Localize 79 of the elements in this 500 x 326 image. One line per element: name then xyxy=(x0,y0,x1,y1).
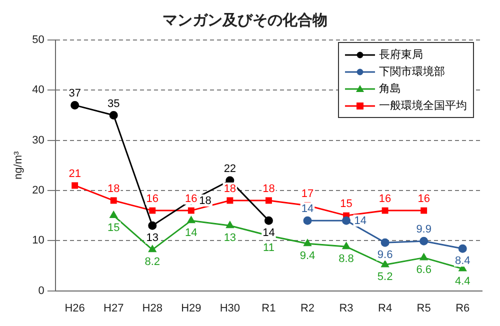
point xyxy=(420,236,428,246)
data-label: 16 xyxy=(418,193,430,206)
x-tick-label: H29 xyxy=(181,302,202,314)
data-label: 22 xyxy=(224,162,236,175)
point xyxy=(382,207,388,214)
point xyxy=(420,253,428,260)
x-tick-label: H26 xyxy=(64,302,85,314)
data-label: 16 xyxy=(378,193,392,206)
data-label: 8.2 xyxy=(144,256,160,268)
data-label: 18 xyxy=(262,183,275,196)
data-label: 14 xyxy=(354,215,367,228)
point xyxy=(109,110,118,120)
data-label: 16 xyxy=(146,193,159,206)
data-label: 16 xyxy=(185,193,198,206)
x-tick-label: R5 xyxy=(416,302,431,314)
legend-label: 一般環境全国平均 xyxy=(379,98,467,113)
point xyxy=(380,238,390,247)
x-tick-label: H30 xyxy=(220,302,240,314)
y-axis-title: ng/m³ xyxy=(12,151,25,180)
point xyxy=(304,239,312,246)
point xyxy=(226,221,234,228)
point xyxy=(188,207,194,214)
legend-label: 下関市環境部 xyxy=(379,64,445,79)
data-label: 9.6 xyxy=(377,249,393,262)
x-tick-label: R1 xyxy=(262,302,276,314)
data-label: 18 xyxy=(224,183,236,196)
data-label: 18 xyxy=(107,183,120,196)
data-label: 21 xyxy=(68,168,81,180)
x-tick-label: R4 xyxy=(378,302,392,314)
point xyxy=(264,216,273,225)
point xyxy=(420,207,428,214)
point xyxy=(149,207,156,214)
point xyxy=(265,197,272,204)
data-label: 13 xyxy=(146,232,159,244)
point xyxy=(342,216,351,225)
point xyxy=(342,242,350,250)
x-tick-label: R2 xyxy=(300,302,315,314)
legend-label: 角島 xyxy=(379,81,401,96)
data-label: 17 xyxy=(301,188,314,200)
point xyxy=(303,216,312,225)
data-label: 14 xyxy=(262,227,275,240)
data-label: 14 xyxy=(301,203,314,216)
point xyxy=(187,216,195,224)
x-tick-label: H27 xyxy=(104,302,124,314)
data-label: 9.9 xyxy=(416,224,432,236)
data-label: 15 xyxy=(340,198,352,210)
data-label: 37 xyxy=(68,88,81,100)
y-tick-label: 10 xyxy=(32,234,44,247)
y-tick-label: 50 xyxy=(32,34,44,46)
data-label: 6.6 xyxy=(416,264,432,276)
data-label: 14 xyxy=(185,227,198,240)
data-label: 8.4 xyxy=(454,255,470,268)
chart-title: マンガン及びその化合物 xyxy=(162,10,328,29)
point xyxy=(458,244,467,253)
point xyxy=(226,197,234,204)
y-tick-label: 0 xyxy=(38,284,44,297)
data-label: 18 xyxy=(199,195,212,208)
point xyxy=(381,260,389,268)
x-tick-label: R6 xyxy=(456,302,470,314)
y-tick-label: 20 xyxy=(32,184,44,197)
data-label: 15 xyxy=(107,222,120,234)
point xyxy=(72,182,78,189)
point xyxy=(110,197,117,204)
point xyxy=(148,245,156,252)
point xyxy=(70,100,80,110)
data-label: 4.4 xyxy=(454,275,470,288)
data-label: 5.2 xyxy=(377,271,393,284)
legend-label: 長府東局 xyxy=(379,47,423,62)
x-tick-label: R3 xyxy=(339,302,354,314)
data-label: 35 xyxy=(107,98,120,110)
y-tick-label: 40 xyxy=(32,84,44,96)
y-tick-label: 30 xyxy=(32,134,44,146)
data-label: 8.8 xyxy=(338,253,354,266)
point xyxy=(148,221,157,230)
data-label: 13 xyxy=(224,232,236,244)
data-label: 11 xyxy=(263,242,274,254)
point xyxy=(110,211,118,218)
data-label: 9.4 xyxy=(300,250,316,262)
x-tick-label: H28 xyxy=(142,302,162,314)
